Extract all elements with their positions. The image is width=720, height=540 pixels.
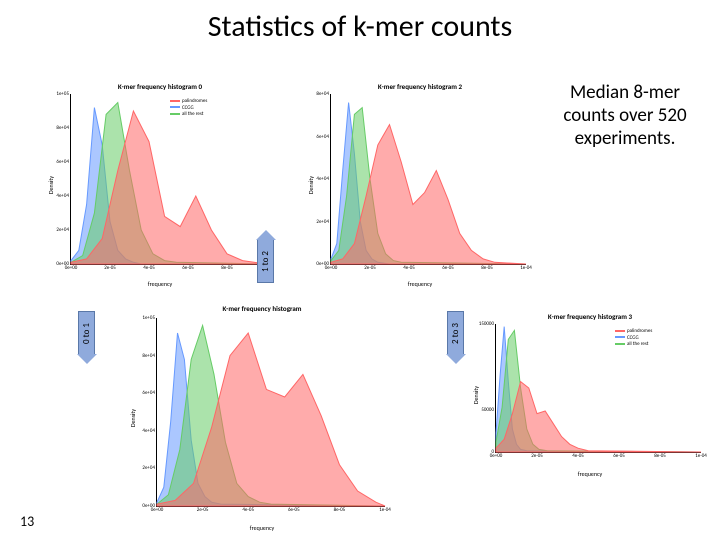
x-tick-label: 6e-05 — [288, 506, 300, 513]
arrow-label: 0 to 1 — [81, 323, 92, 344]
y-tick-label: 6e+04 — [316, 134, 331, 140]
y-tick-label: 2e+04 — [142, 465, 157, 471]
y-tick-label: 8e+04 — [56, 125, 71, 131]
x-axis-label: frequency — [465, 470, 715, 478]
y-tick-label: 8e+04 — [316, 91, 331, 97]
plot-area: 0e+002e+044e+046e+048e+040e+002e-054e-05… — [330, 94, 526, 265]
y-tick-label: 50000 — [481, 407, 496, 413]
x-tick-label: 0e+00 — [151, 506, 164, 513]
x-tick-label: 0e+00 — [490, 452, 503, 459]
x-axis-label: frequency — [122, 524, 402, 532]
x-tick-label: 1e-04 — [379, 506, 391, 513]
legend-label: CCGG — [182, 105, 194, 111]
x-tick-label: 8e-05 — [654, 452, 666, 459]
legend-item: all the rest — [615, 341, 652, 348]
flow-arrow: 2 to 3 — [445, 312, 466, 354]
legend: palindromesCCGGall the rest — [170, 98, 207, 118]
y-tick-label: 6e+04 — [56, 159, 71, 165]
arrow-down-icon — [77, 354, 97, 364]
x-tick-label: 2e-05 — [104, 264, 116, 271]
flow-arrow: 0 to 1 — [76, 312, 97, 354]
density-series — [496, 382, 701, 452]
density-chart: K-mer frequency histogram 3 Density freque… — [465, 310, 715, 480]
legend-swatch — [615, 343, 625, 345]
x-axis-label: frequency — [40, 280, 280, 288]
density-chart: K-mer frequency histogram 0 Density freque… — [40, 80, 280, 290]
x-tick-label: 0e+00 — [65, 264, 78, 271]
legend-label: CCGG — [627, 335, 639, 341]
legend: palindromesCCGGall the rest — [615, 328, 652, 348]
legend-label: palindromes — [182, 98, 207, 104]
annotation-text: Median 8-mer counts over 520 experiments… — [550, 82, 700, 150]
legend-swatch — [615, 330, 625, 332]
legend-label: palindromes — [627, 328, 652, 334]
density-chart: K-mer frequency histogram 2 Density freque… — [300, 80, 540, 290]
plot-area: 0500001500000e+002e-054e-056e-058e-051e-… — [495, 324, 701, 453]
x-tick-label: 4e-05 — [242, 506, 254, 513]
chart-title: K-mer frequency histogram — [122, 304, 402, 313]
chart-title: K-mer frequency histogram 0 — [40, 82, 280, 91]
x-tick-label: 0e+00 — [325, 264, 338, 271]
x-tick-label: 6e-05 — [613, 452, 625, 459]
y-tick-label: 4e+04 — [142, 428, 157, 434]
page-number: 13 — [20, 513, 34, 530]
y-tick-label: 150000 — [479, 321, 496, 327]
plot-area: 0e+002e+044e+046e+048e+041e+050e+002e-05… — [156, 318, 385, 507]
legend-label: all the rest — [627, 341, 648, 347]
y-tick-label: 1e+05 — [142, 315, 157, 321]
y-axis-label: Density — [47, 176, 55, 194]
legend-swatch — [170, 106, 180, 108]
x-tick-label: 2e-05 — [364, 264, 376, 271]
x-tick-label: 4e-05 — [403, 264, 415, 271]
x-tick-label: 6e-05 — [182, 264, 194, 271]
x-tick-label: 8e-05 — [221, 264, 233, 271]
y-tick-label: 1e+05 — [56, 91, 71, 97]
y-axis-label: Density — [472, 386, 480, 404]
legend-swatch — [170, 113, 180, 115]
chart-title: K-mer frequency histogram 2 — [300, 82, 540, 91]
x-tick-label: 1e-04 — [695, 452, 707, 459]
arrow-label: 2 to 3 — [450, 323, 461, 344]
x-tick-label: 2e-05 — [531, 452, 543, 459]
y-tick-label: 4e+04 — [316, 176, 331, 182]
y-axis-label: Density — [129, 409, 137, 427]
arrow-down-icon — [446, 354, 466, 364]
legend-item: all the rest — [170, 111, 207, 118]
x-tick-label: 4e-05 — [143, 264, 155, 271]
x-axis-label: frequency — [300, 280, 540, 288]
y-tick-label: 2e+04 — [56, 227, 71, 233]
chart-title: K-mer frequency histogram 3 — [465, 312, 715, 321]
x-tick-label: 8e-05 — [481, 264, 493, 271]
y-tick-label: 4e+04 — [56, 193, 71, 199]
legend-swatch — [170, 100, 180, 102]
arrow-up-icon — [256, 230, 276, 240]
plot-area: 0e+002e+044e+046e+048e+041e+050e+002e-05… — [70, 94, 266, 265]
x-tick-label: 1e-04 — [520, 264, 532, 271]
legend-label: all the rest — [182, 111, 203, 117]
x-tick-label: 8e-05 — [334, 506, 346, 513]
y-tick-label: 2e+04 — [316, 219, 331, 225]
flow-arrow: 1 to 2 — [255, 240, 276, 282]
y-tick-label: 6e+04 — [142, 390, 157, 396]
x-tick-label: 6e-05 — [442, 264, 454, 271]
y-axis-label: Density — [307, 176, 315, 194]
legend-swatch — [615, 336, 625, 338]
density-chart: K-mer frequency histogram Density frequenc… — [122, 302, 402, 534]
arrow-label: 1 to 2 — [260, 251, 271, 272]
slide-title: Statistics of k-mer counts — [0, 8, 720, 45]
y-tick-label: 8e+04 — [142, 353, 157, 359]
x-tick-label: 4e-05 — [572, 452, 584, 459]
x-tick-label: 2e-05 — [197, 506, 209, 513]
